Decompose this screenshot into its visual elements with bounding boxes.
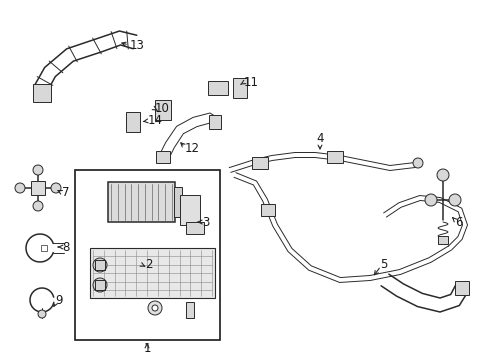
Bar <box>41 245 47 251</box>
Bar <box>75 170 220 340</box>
Bar <box>156 151 170 163</box>
Bar <box>174 187 182 217</box>
Bar <box>126 112 140 132</box>
Circle shape <box>93 278 107 292</box>
Circle shape <box>33 201 43 211</box>
Circle shape <box>33 165 43 175</box>
Bar <box>107 182 174 222</box>
Text: 11: 11 <box>244 76 259 89</box>
Bar <box>185 302 194 318</box>
Bar <box>95 260 105 270</box>
Text: 7: 7 <box>62 185 69 198</box>
Text: 5: 5 <box>379 258 386 271</box>
Text: 9: 9 <box>55 293 62 306</box>
Text: 13: 13 <box>130 39 144 51</box>
Bar <box>208 115 221 129</box>
Text: 4: 4 <box>316 131 323 144</box>
Circle shape <box>15 183 25 193</box>
Bar <box>90 248 215 298</box>
Bar <box>95 280 105 290</box>
Bar <box>180 195 200 225</box>
Circle shape <box>424 194 436 206</box>
Text: 8: 8 <box>62 240 69 253</box>
Circle shape <box>38 310 46 318</box>
Circle shape <box>93 258 107 272</box>
Bar <box>437 236 447 244</box>
Bar <box>31 181 45 195</box>
Bar <box>207 81 227 95</box>
Circle shape <box>51 183 61 193</box>
Bar <box>261 204 274 216</box>
Bar <box>185 222 203 234</box>
Text: 3: 3 <box>202 216 209 229</box>
Bar <box>251 157 267 169</box>
Bar <box>33 84 51 102</box>
Circle shape <box>148 301 162 315</box>
Bar <box>232 78 246 98</box>
Circle shape <box>448 194 460 206</box>
Text: 2: 2 <box>145 258 152 271</box>
Text: 1: 1 <box>143 342 150 355</box>
Bar <box>454 281 468 295</box>
Text: 14: 14 <box>148 113 163 126</box>
Circle shape <box>152 305 158 311</box>
Bar <box>326 151 342 163</box>
Text: 12: 12 <box>184 141 200 154</box>
Circle shape <box>412 158 422 168</box>
Text: 10: 10 <box>155 102 169 114</box>
Circle shape <box>436 169 448 181</box>
Bar <box>155 100 171 120</box>
Text: 6: 6 <box>454 216 462 229</box>
